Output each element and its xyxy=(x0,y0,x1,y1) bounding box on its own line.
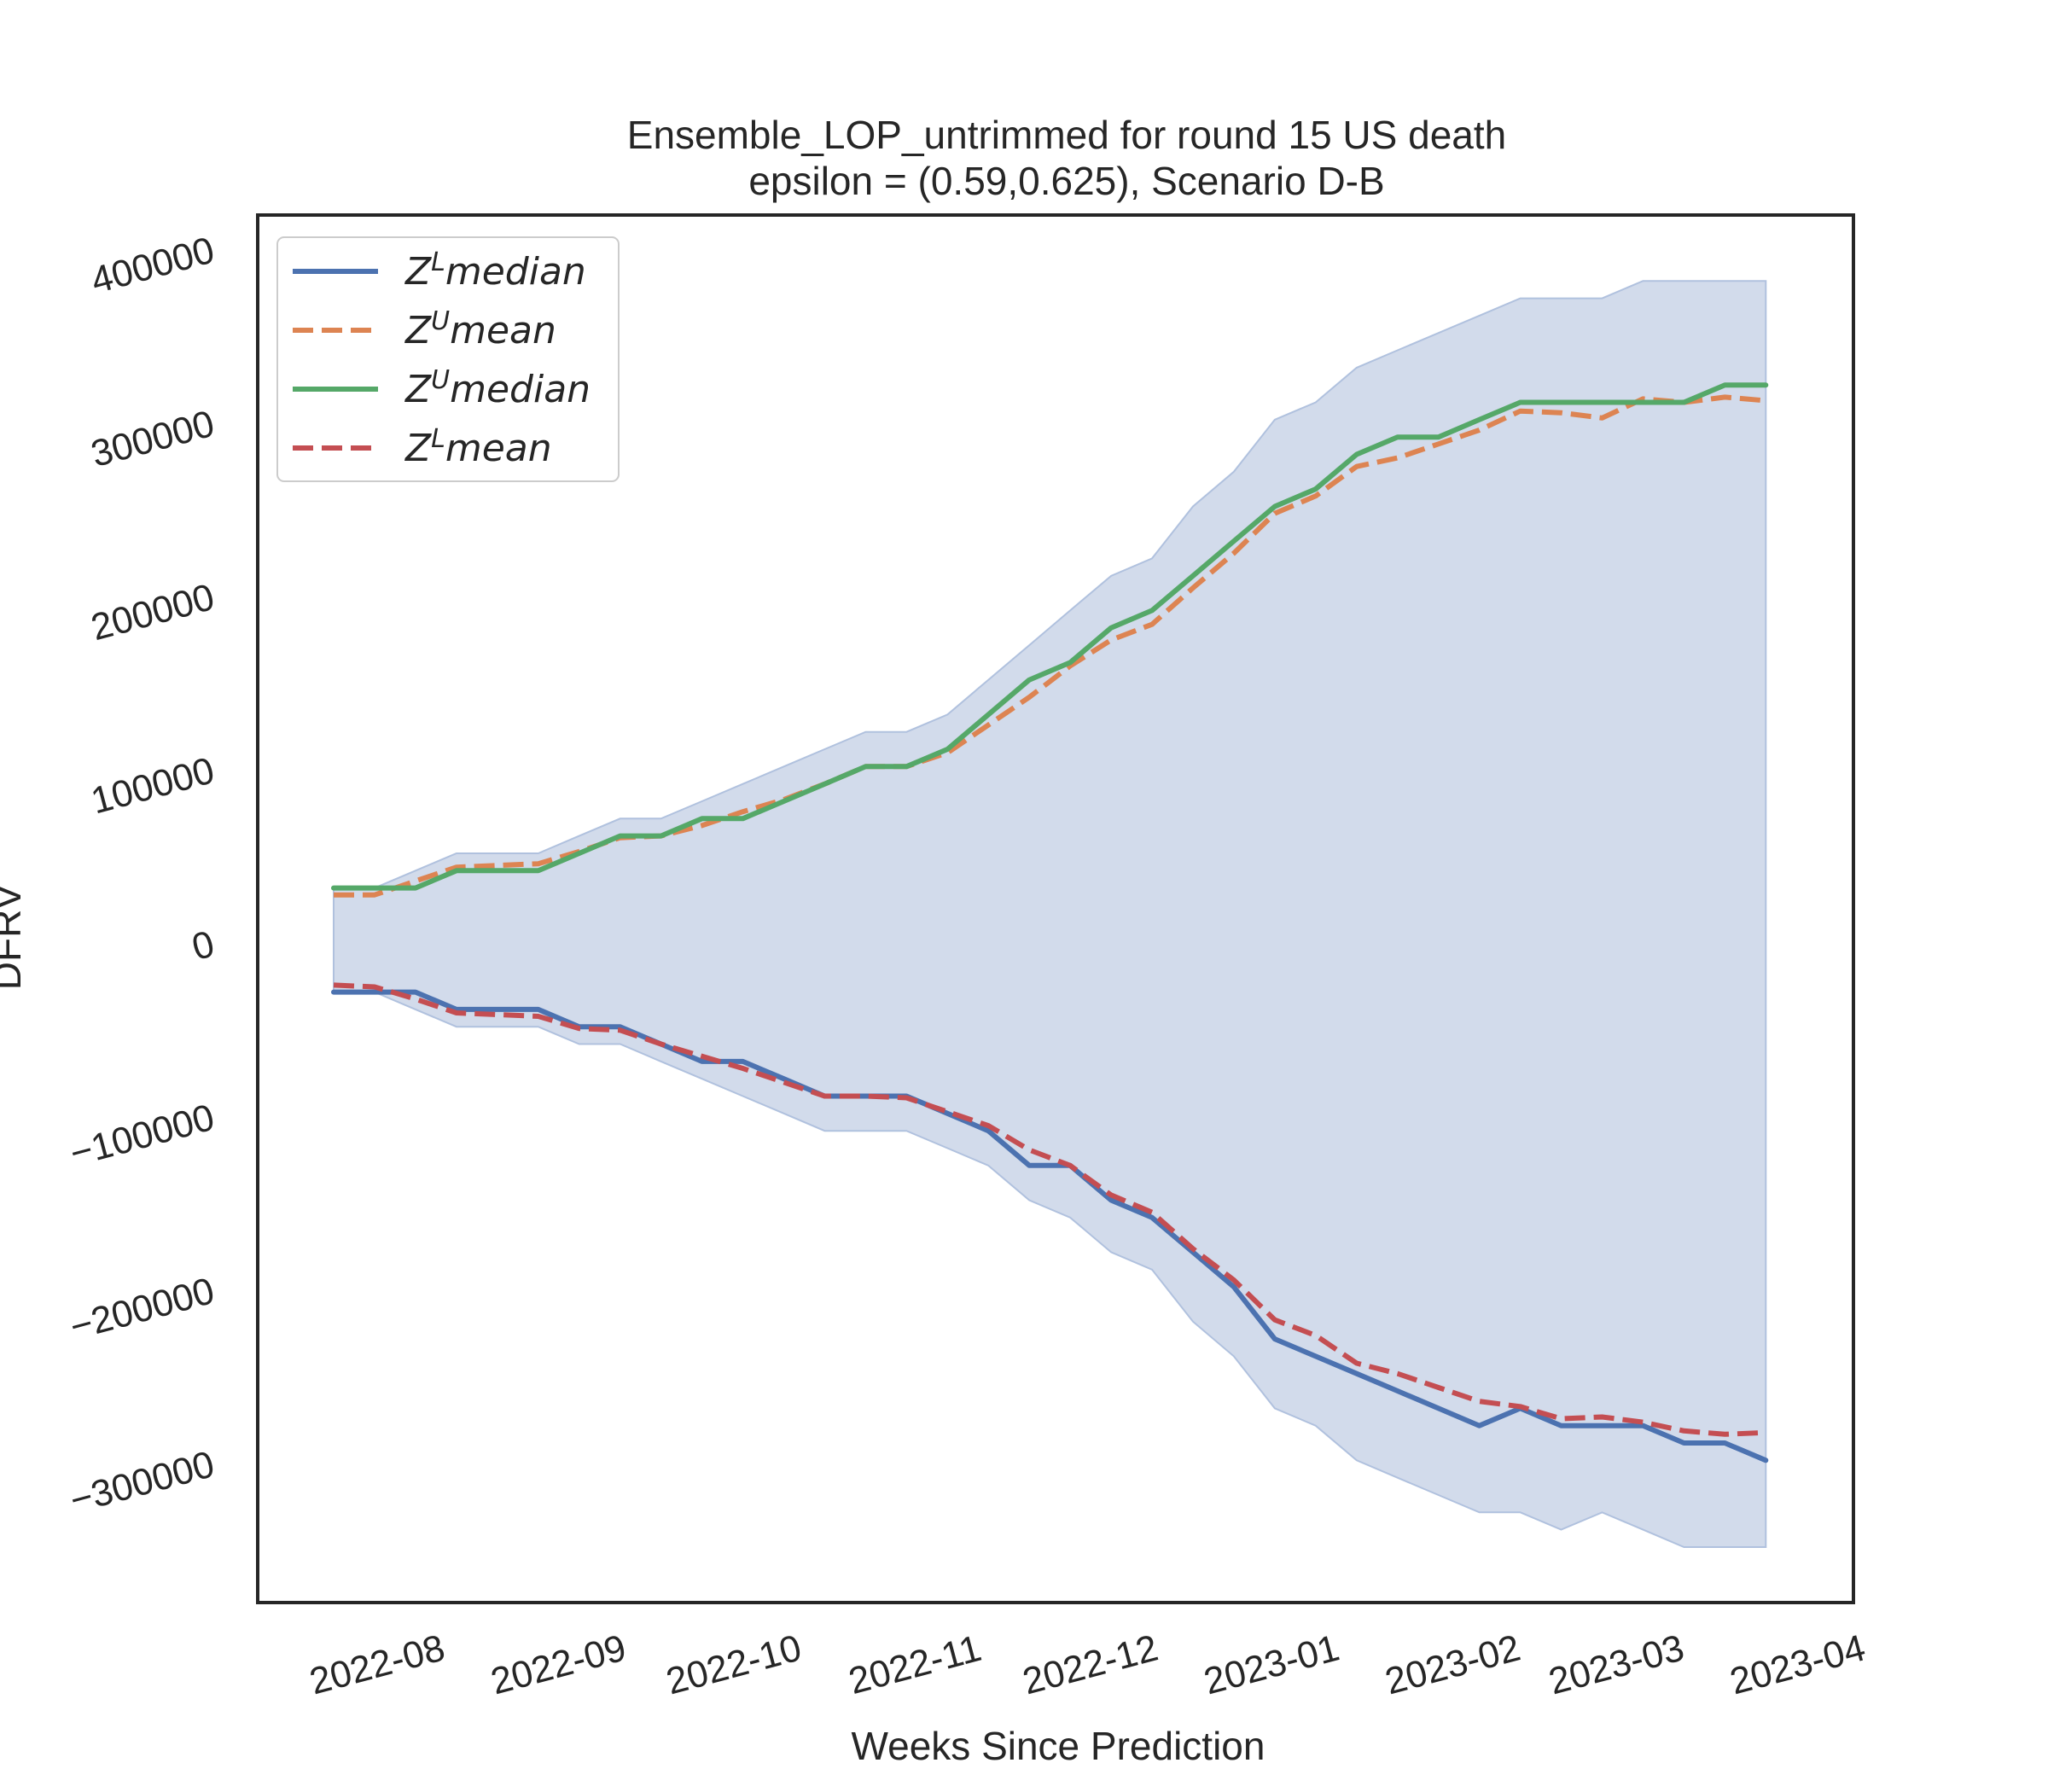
legend-label: ZLmean xyxy=(404,424,552,470)
legend-label-name: mean xyxy=(445,427,552,470)
legend-label-name: median xyxy=(450,368,591,411)
series-lines xyxy=(331,382,1769,1463)
plot-area xyxy=(331,280,1769,1548)
legend-label-name: mean xyxy=(450,309,556,352)
series-line-median-U xyxy=(331,382,1769,891)
plot-frame xyxy=(256,213,1855,1604)
series-line-mean-L xyxy=(333,982,1766,1437)
chart-subtitle: epsilon = (0.59,0.625), Scenario D-B xyxy=(748,159,1384,203)
legend-label-sup: U xyxy=(431,306,450,336)
legend-label-base: Z xyxy=(404,427,432,470)
legend-label-base: Z xyxy=(404,368,432,411)
legend-label-sup: U xyxy=(431,365,450,395)
y-axis-label: DFRV xyxy=(0,883,29,990)
legend-label-sup: L xyxy=(431,247,445,277)
x-axis-label: Weeks Since Prediction xyxy=(852,1724,1265,1768)
legend-label: ZLmedian xyxy=(404,247,586,294)
legend-box xyxy=(276,236,620,482)
legend-label-base: Z xyxy=(404,309,432,352)
legend-label: ZUmean xyxy=(404,306,556,352)
legend-label: ZUmedian xyxy=(404,365,591,411)
legend-label-name: median xyxy=(445,250,586,294)
chart-title: Ensemble_LOP_untrimmed for round 15 US d… xyxy=(627,113,1506,157)
legend-label-base: Z xyxy=(404,250,432,294)
uncertainty-band xyxy=(333,280,1767,1548)
legend-label-sup: L xyxy=(431,424,445,454)
